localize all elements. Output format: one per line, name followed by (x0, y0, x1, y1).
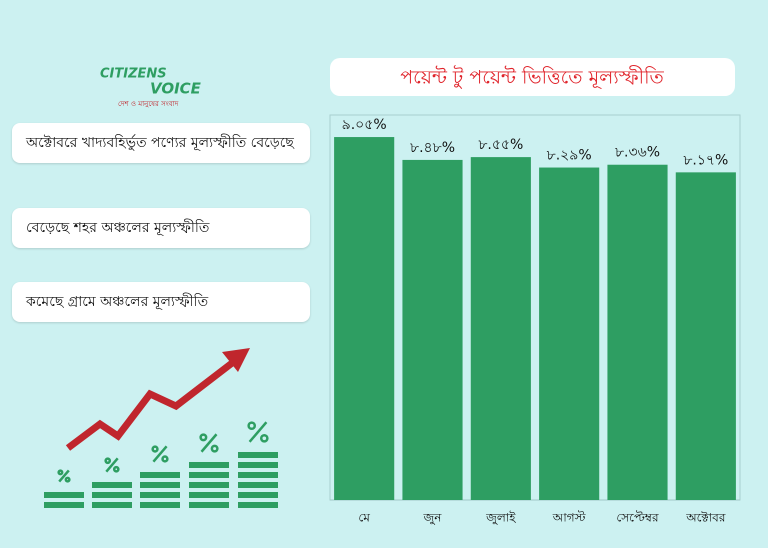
stack-slab (92, 482, 132, 488)
percent-dot (57, 469, 64, 476)
percent-dot (151, 445, 159, 453)
value-label: ৮.৪৮% (410, 140, 455, 156)
bar (607, 164, 668, 500)
trend-arrow (65, 357, 239, 451)
bar (334, 137, 395, 500)
percent-dot (112, 465, 120, 473)
stack-slab (189, 482, 229, 488)
stack-slab (189, 502, 229, 508)
stack-slab (238, 492, 278, 498)
percent-dot (64, 476, 71, 483)
x-tick-label: অক্টোবর (685, 511, 726, 525)
chart-title: পয়েন্ট টু পয়েন্ট ভিত্তিতে মূল্যস্ফীতি (400, 66, 664, 89)
percent-dot (247, 421, 257, 431)
stack-slab (140, 482, 180, 488)
stack-slab (238, 482, 278, 488)
note-text: অক্টোবরে খাদ্যবহির্ভুত পণ্যের মূল্যস্ফীত… (26, 135, 294, 151)
stack-slab (44, 492, 84, 498)
stack-slab (92, 492, 132, 498)
stack-slab (189, 472, 229, 478)
logo-name: VOICE (150, 80, 202, 98)
note-box: বেড়েছে শহর অঞ্চলের মূল্যস্ফীতি (12, 208, 310, 248)
percent-dot (199, 433, 208, 442)
note-box: অক্টোবরে খাদ্যবহির্ভুত পণ্যের মূল্যস্ফীত… (12, 123, 310, 163)
percent-dot (161, 455, 169, 463)
bar (675, 172, 736, 501)
x-tick-label: জুন (423, 511, 443, 526)
stack-slab (189, 462, 229, 468)
percent-slash (200, 433, 218, 453)
value-label: ৮.৫৫% (478, 137, 523, 153)
logo-tagline: দেশ ও মানুষের সংবাদ (118, 100, 179, 108)
bar (539, 167, 600, 501)
value-label: ৮.২৯% (547, 148, 592, 164)
percent-dot (259, 433, 269, 443)
note-text: কমেছে গ্রামে অঞ্চলের মূল্যস্ফীতি (26, 294, 209, 310)
bar (470, 157, 531, 500)
stack-slab (140, 502, 180, 508)
percent-dot (104, 457, 112, 465)
note-text: বেড়েছে শহর অঞ্চলের মূল্যস্ফীতি (26, 220, 210, 236)
illustration (44, 348, 278, 508)
x-tick-label: মে (358, 511, 370, 525)
value-label: ৯.০৫% (342, 117, 387, 133)
stack-slab (92, 502, 132, 508)
stack-slab (140, 472, 180, 478)
stack-slab (238, 462, 278, 468)
title-box (330, 58, 735, 96)
stack-slab (238, 502, 278, 508)
percent-slash (58, 469, 70, 483)
stack-slab (238, 472, 278, 478)
logo-name: CITIZENS (100, 67, 167, 82)
stack-slab (44, 502, 84, 508)
x-tick-label: সেপ্টেম্বর (616, 511, 659, 525)
stack-slab (238, 452, 278, 458)
percent-slash (248, 421, 268, 443)
percent-slash (152, 445, 168, 463)
percent-dot (210, 444, 219, 453)
stack-slab (189, 492, 229, 498)
bar (402, 159, 463, 500)
value-label: ৮.১৭% (683, 152, 728, 168)
arrow-head (222, 348, 250, 372)
percent-slash (105, 457, 119, 473)
note-box: কমেছে গ্রামে অঞ্চলের মূল্যস্ফীতি (12, 282, 310, 322)
x-tick-label: জুলাই (485, 511, 516, 526)
value-label: ৮.৩৬% (615, 145, 660, 161)
x-tick-label: আগস্ট (552, 511, 587, 525)
stack-slab (140, 492, 180, 498)
